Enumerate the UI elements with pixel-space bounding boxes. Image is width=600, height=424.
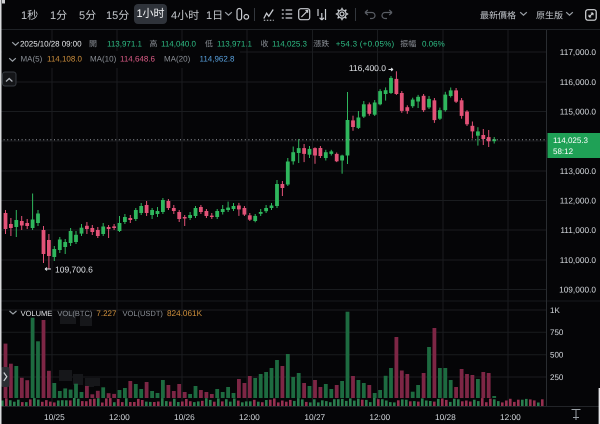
svg-text:109,700.6: 109,700.6	[55, 265, 93, 275]
svg-text:10/25: 10/25	[44, 412, 65, 422]
svg-text:12:00: 12:00	[369, 412, 390, 422]
svg-text:VOL(BTC): VOL(BTC)	[57, 309, 93, 318]
svg-text:110,000.0: 110,000.0	[560, 255, 597, 265]
svg-text:250: 250	[550, 373, 564, 382]
svg-text:10/28: 10/28	[435, 412, 456, 422]
svg-text:1K: 1K	[550, 306, 560, 315]
svg-text:113,000.0: 113,000.0	[560, 166, 597, 176]
svg-text:VOLUME: VOLUME	[21, 309, 53, 318]
svg-text:114,025.3: 114,025.3	[553, 136, 589, 145]
svg-text:111,000.0: 111,000.0	[560, 225, 596, 235]
svg-text:58:12: 58:12	[553, 147, 574, 156]
svg-text:112,000.0: 112,000.0	[560, 195, 597, 205]
svg-text:500: 500	[550, 351, 564, 360]
svg-text:115,000.0: 115,000.0	[560, 106, 597, 116]
svg-text:116,000.0: 116,000.0	[560, 77, 597, 87]
svg-text:750: 750	[550, 328, 564, 337]
svg-text:10/27: 10/27	[304, 412, 325, 422]
svg-text:7.227: 7.227	[96, 309, 117, 318]
svg-text:12:00: 12:00	[239, 412, 260, 422]
svg-text:824.061K: 824.061K	[167, 309, 203, 318]
svg-text:116,400.0: 116,400.0	[349, 63, 386, 73]
svg-text:109,000.0: 109,000.0	[559, 284, 596, 294]
svg-text:117,000.0: 117,000.0	[560, 47, 597, 57]
svg-text:10/26: 10/26	[174, 412, 195, 422]
svg-text:VOL(USDT): VOL(USDT)	[123, 309, 164, 318]
svg-text:12:00: 12:00	[109, 412, 130, 422]
svg-text:12:00: 12:00	[500, 412, 521, 422]
